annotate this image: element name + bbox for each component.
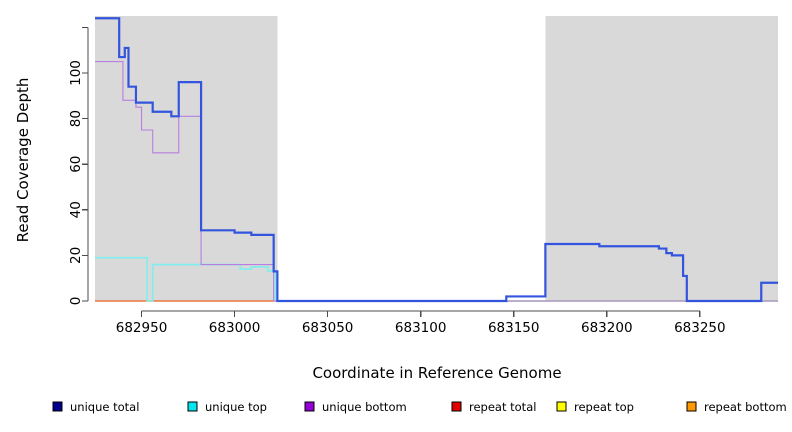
x-tick-label-683000: 683000 <box>209 320 261 336</box>
x-tick-label-683050: 683050 <box>302 320 354 336</box>
y-tick-label-80: 80 <box>68 110 84 127</box>
x-tick-label-682950: 682950 <box>116 320 168 336</box>
y-tick-label-0: 0 <box>68 297 84 306</box>
legend-label-repeat-bottom: repeat bottom <box>704 400 787 414</box>
legend-swatch-unique-total <box>52 401 63 412</box>
y-tick-label-60: 60 <box>68 156 84 173</box>
x-tick-label-683250: 683250 <box>674 320 726 336</box>
y-tick-label-40: 40 <box>68 201 84 218</box>
x-tick-label-683200: 683200 <box>581 320 633 336</box>
legend-swatch-unique-bottom <box>304 401 315 412</box>
legend-label-unique-bottom: unique bottom <box>322 400 407 414</box>
legend-label-repeat-total: repeat total <box>469 400 536 414</box>
x-tick-label-683150: 683150 <box>488 320 540 336</box>
shaded-band-repeat-region-right <box>545 16 778 301</box>
series-unique-total <box>95 17 778 303</box>
x-axis-group: 682950 683000 683050 683100 683150 683200 6832… <box>116 310 726 336</box>
legend-swatch-repeat-top <box>556 401 567 412</box>
legend-swatch-repeat-bottom <box>686 401 697 412</box>
legend-swatch-unique-top <box>187 401 198 412</box>
shaded-band-repeat-region-left <box>95 16 278 301</box>
y-axis-group: 0 20 40 60 80 100 <box>68 26 89 306</box>
plot-series-group <box>95 17 778 303</box>
y-axis-title: Read Coverage Depth <box>14 78 32 243</box>
shaded-bands-group <box>95 16 778 301</box>
y-tick-label-20: 20 <box>68 247 84 264</box>
x-tick-label-683100: 683100 <box>395 320 447 336</box>
x-axis-title: Coordinate in Reference Genome <box>312 364 561 382</box>
series-unique-bottom <box>95 61 778 302</box>
legend-label-unique-total: unique total <box>70 400 139 414</box>
legend-swatch-repeat-total <box>451 401 462 412</box>
y-tick-label-100: 100 <box>68 60 84 86</box>
legend-label-repeat-top: repeat top <box>574 400 634 414</box>
legend-label-unique-top: unique top <box>205 400 267 414</box>
legend: unique total unique top unique bottom repea… <box>52 400 787 414</box>
